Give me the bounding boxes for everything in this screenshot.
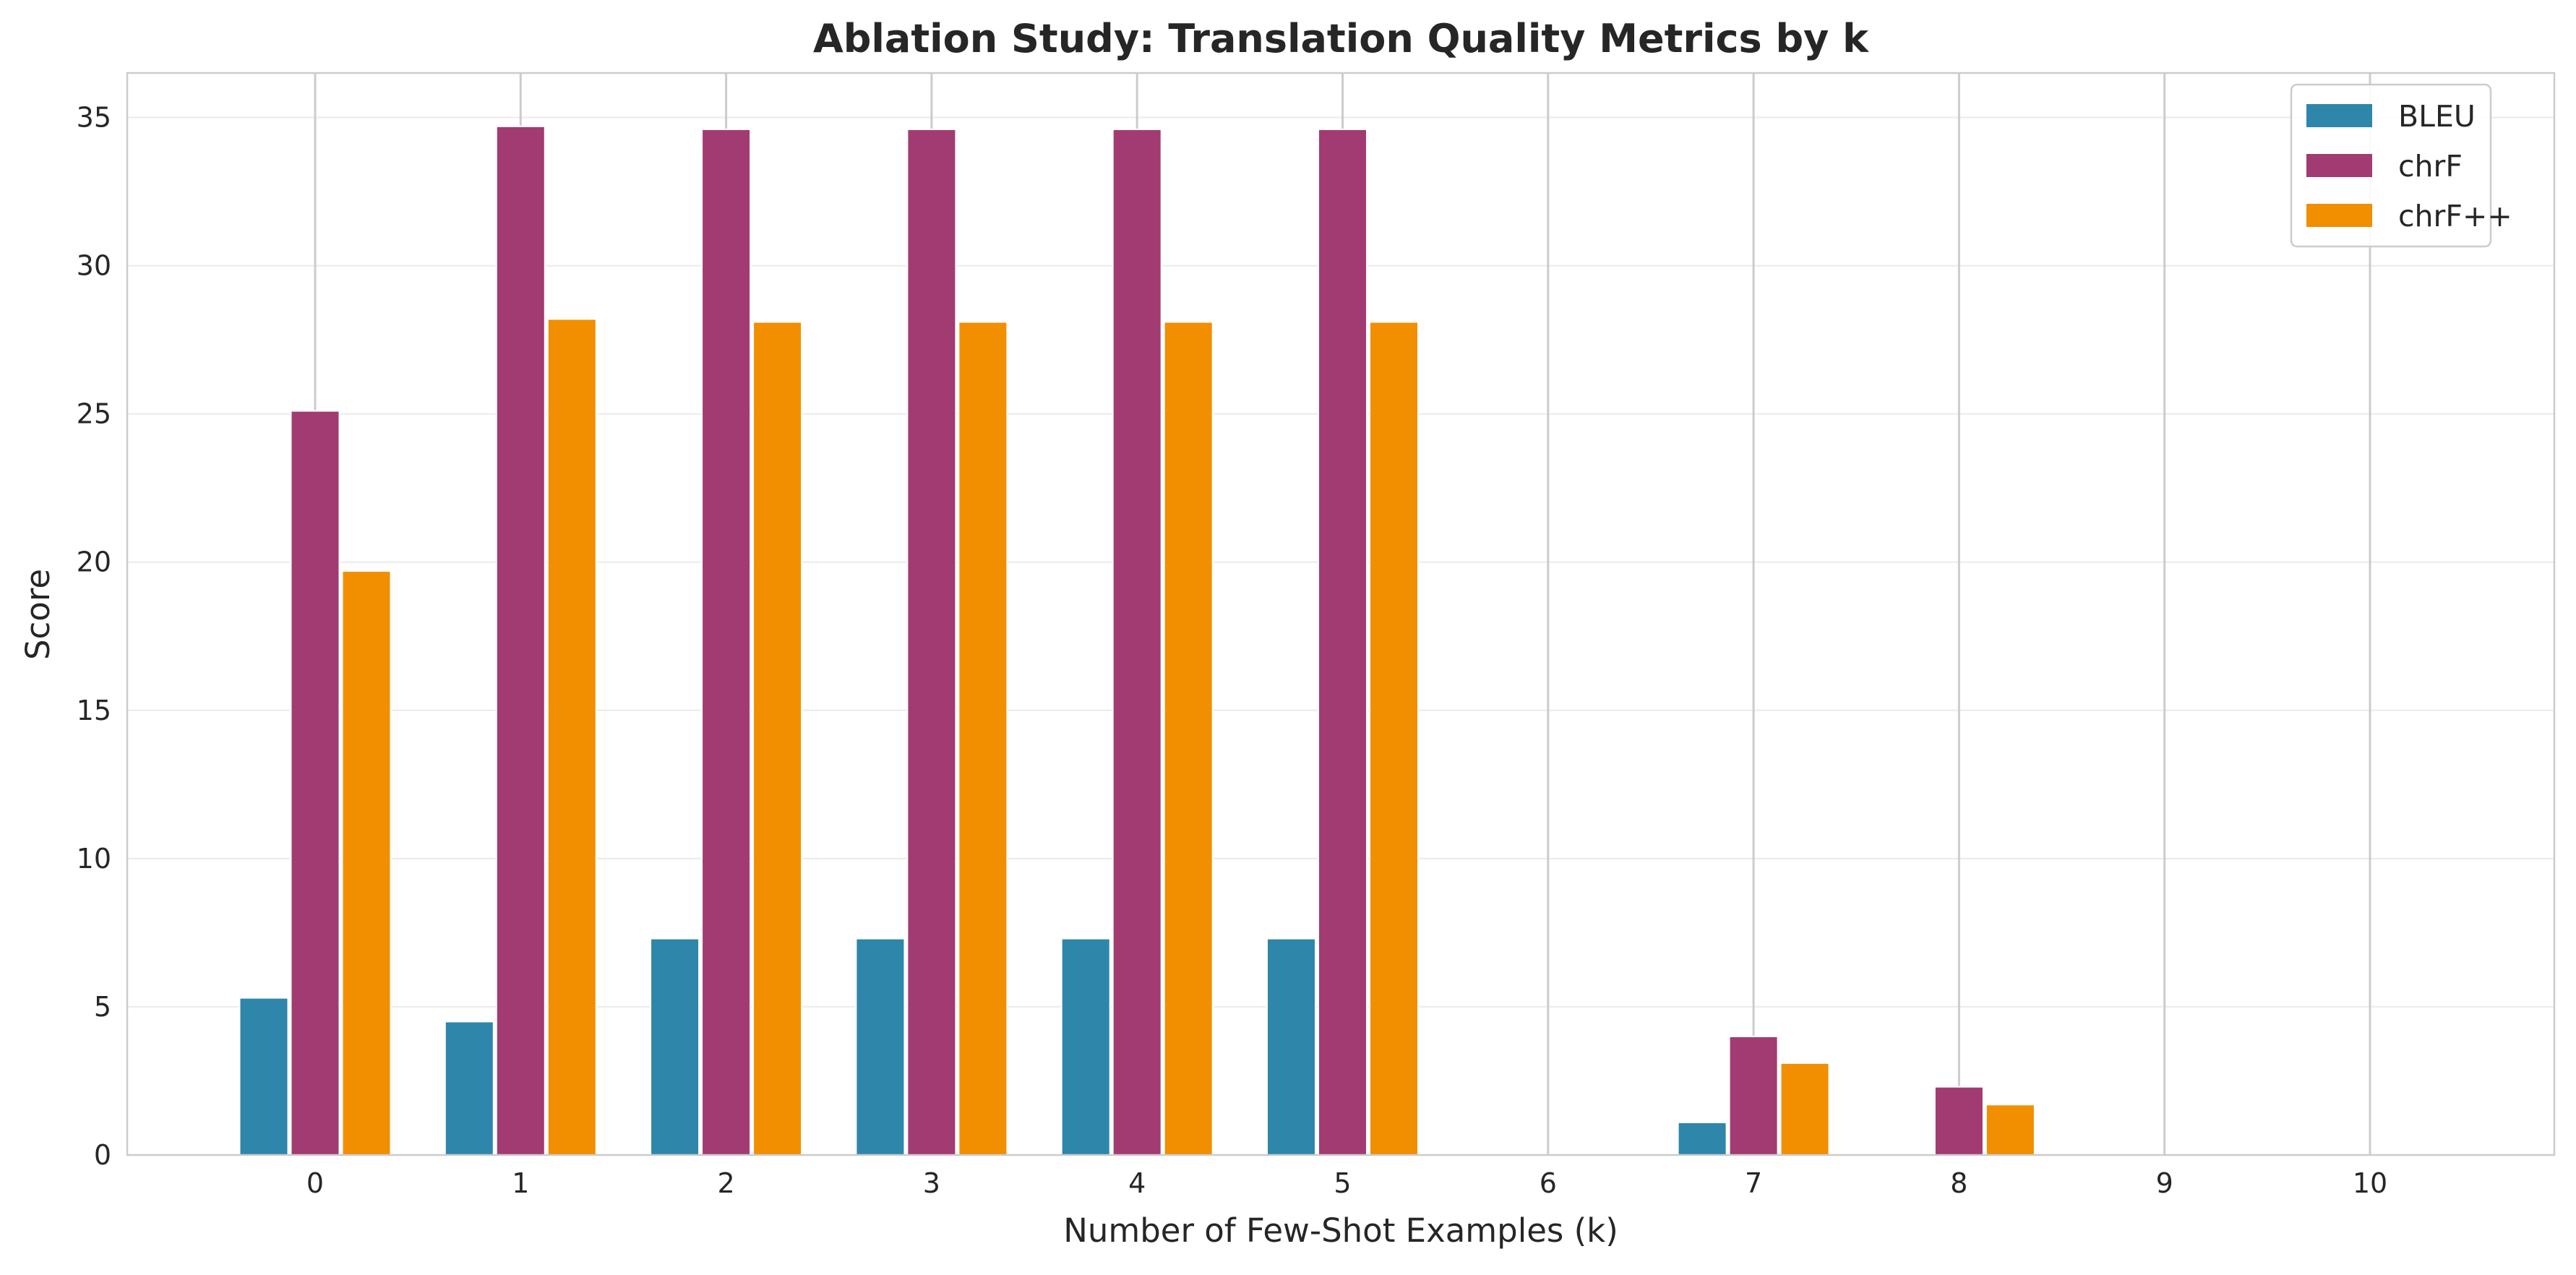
bar-bleu-k2 [650,937,700,1156]
bar-chrf-k3 [906,128,957,1156]
legend-label: BLEU [2398,99,2476,134]
bar-bleu-k3 [855,937,906,1156]
y-tick-label: 30 [77,250,111,282]
ticks: 0 5 10 15 20 25 30 35 0 1 2 3 4 5 6 7 8 9 10 [77,102,2388,1199]
bar-chrfplusplus-k1 [546,318,597,1156]
x-tick-label: 7 [1745,1167,1762,1199]
y-tick-label: 10 [77,843,111,875]
bar-chrf-k2 [701,128,752,1156]
x-tick-label: 5 [1334,1167,1351,1199]
x-tick-label: 10 [2353,1167,2387,1199]
y-tick-label: 35 [77,102,111,134]
legend-label: chrF++ [2398,199,2512,233]
x-tick-label: 6 [1540,1167,1557,1199]
bar-chrfplusplus-k4 [1163,321,1214,1156]
bar-bleu-k5 [1266,937,1316,1156]
bar-chrf-k1 [495,125,546,1156]
legend-swatch [2306,104,2372,127]
legend-label: chrF [2398,149,2463,184]
bar-chrfplusplus-k0 [341,570,392,1156]
x-tick-label: 2 [718,1167,735,1199]
x-axis-label: Number of Few-Shot Examples (k) [1063,1211,1618,1250]
x-tick-label: 9 [2156,1167,2173,1199]
bar-bleu-k4 [1060,937,1111,1156]
x-tick-label: 4 [1128,1167,1146,1199]
x-tick-label: 0 [306,1167,324,1199]
legend-swatch [2306,154,2372,177]
plot-frame [126,72,2556,1156]
bar-chrf-k8 [1933,1086,1984,1156]
bar-chrf-k7 [1728,1035,1779,1156]
legend: BLEU chrF chrF++ [2290,83,2512,248]
bar-bleu-k0 [239,997,289,1156]
bars [239,125,2035,1156]
y-tick-label: 5 [94,991,111,1023]
y-tick-label: 25 [77,398,111,430]
bar-chrfplusplus-k8 [1985,1104,2035,1156]
x-tick-label: 3 [923,1167,940,1199]
bar-chrfplusplus-k2 [752,321,803,1156]
x-tick-label: 8 [1950,1167,1967,1199]
y-tick-label: 15 [77,695,111,726]
chart-title: Ablation Study: Translation Quality Metr… [813,16,1869,61]
x-tick-label: 1 [512,1167,529,1199]
bar-chrf-k0 [290,410,340,1156]
bar-chrfplusplus-k5 [1369,321,1419,1156]
bar-chrfplusplus-k3 [958,321,1008,1156]
y-tick-label: 0 [94,1139,111,1171]
bar-bleu-k7 [1677,1121,1727,1156]
bar-bleu-k1 [444,1021,494,1156]
bar-chrfplusplus-k7 [1779,1062,1830,1156]
legend-swatch [2306,204,2372,227]
y-axis-label: Score [19,569,57,660]
y-tick-label: 20 [77,546,111,578]
bar-chrf-k4 [1112,128,1162,1156]
bar-chrf-k5 [1318,128,1368,1156]
